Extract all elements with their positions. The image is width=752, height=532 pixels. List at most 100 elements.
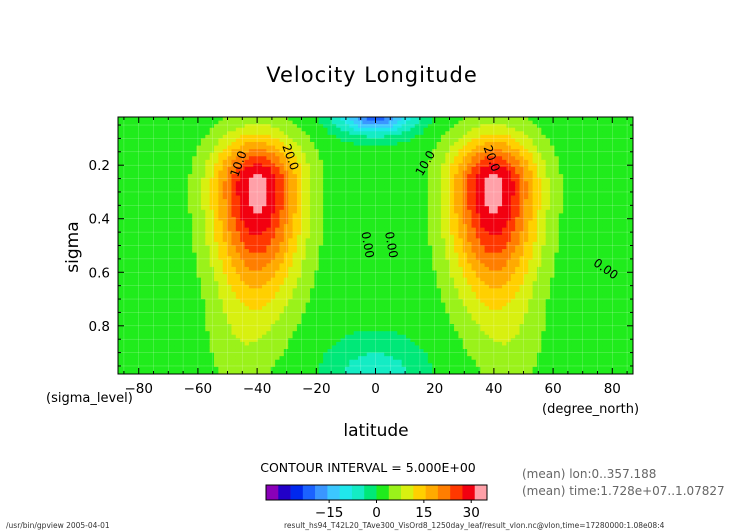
field-cell: [183, 177, 189, 182]
field-cell: [296, 145, 302, 150]
field-cell: [122, 195, 128, 200]
field-cell: [270, 202, 276, 207]
field-cell: [401, 256, 407, 261]
field-cell: [310, 306, 315, 311]
field-cell: [179, 220, 185, 225]
field-cell: [257, 313, 263, 318]
field-cell: [353, 227, 359, 232]
field-cell: [362, 131, 368, 136]
field-cell: [410, 227, 416, 232]
field-cell: [240, 199, 246, 204]
field-cell: [270, 216, 276, 222]
field-cell: [292, 149, 298, 154]
field-cell: [126, 238, 132, 243]
field-cell: [310, 281, 315, 286]
field-cell: [214, 281, 219, 286]
field-cell: [257, 320, 263, 325]
field-cell: [288, 313, 294, 318]
field-cell: [227, 149, 233, 154]
field-cell: [200, 141, 206, 147]
field-cell: [336, 131, 342, 136]
field-cell: [183, 227, 189, 232]
field-cell: [205, 245, 211, 250]
field-cell: [296, 302, 302, 307]
field-cell: [222, 349, 228, 354]
field-cell: [401, 349, 407, 354]
field-cell: [270, 138, 276, 143]
field-cell: [196, 224, 202, 229]
field-cell: [192, 124, 198, 129]
field-cell: [161, 216, 167, 222]
field-cell: [122, 370, 128, 374]
field-cell: [375, 331, 381, 336]
field-cell: [419, 134, 425, 140]
field-cell: [235, 174, 241, 179]
field-cell: [174, 220, 180, 225]
field-cell: [406, 149, 412, 154]
field-cell: [209, 166, 215, 172]
field-cell: [248, 306, 254, 311]
field-cell: [262, 159, 267, 164]
field-cell: [392, 274, 398, 279]
field-cell: [323, 370, 329, 374]
field-cell: [170, 127, 176, 132]
field-cell: [388, 166, 394, 172]
field-cell: [358, 181, 363, 186]
field-cell: [401, 263, 407, 268]
field-cell: [152, 163, 158, 168]
field-cell: [358, 124, 363, 129]
field-cell: [209, 202, 215, 207]
field-cell: [410, 299, 416, 304]
field-cell: [131, 199, 137, 204]
field-cell: [148, 370, 154, 374]
field-cell: [183, 349, 189, 354]
field-cell: [318, 163, 324, 168]
field-cell: [331, 266, 337, 272]
field-cell: [253, 120, 259, 125]
field-cell: [257, 213, 263, 218]
field-cell: [379, 216, 385, 222]
field-cell: [139, 281, 145, 286]
field-cell: [231, 313, 237, 318]
field-cell: [358, 127, 363, 132]
field-cell: [244, 134, 250, 140]
field-cell: [397, 220, 403, 225]
field-cell: [196, 245, 202, 250]
field-cell: [214, 195, 219, 200]
field-cell: [318, 216, 324, 222]
field-cell: [362, 341, 368, 347]
field-cell: [192, 295, 198, 300]
field-cell: [406, 141, 412, 147]
field-cell: [244, 288, 250, 293]
field-cell: [301, 134, 307, 140]
field-cell: [139, 141, 145, 147]
field-cell: [392, 181, 398, 186]
field-cell: [323, 270, 329, 275]
field-cell: [275, 188, 281, 193]
field-cell: [314, 338, 320, 343]
field-cell: [414, 120, 420, 125]
field-cell: [227, 188, 233, 193]
field-cell: [327, 291, 333, 297]
field-cell: [257, 356, 263, 361]
field-cell: [379, 199, 385, 204]
field-cell: [131, 266, 137, 272]
field-cell: [118, 206, 123, 211]
field-cell: [187, 149, 193, 154]
field-cell: [310, 266, 315, 272]
field-cell: [344, 181, 350, 186]
field-cell: [148, 288, 154, 293]
field-cell: [257, 120, 263, 125]
field-cell: [375, 266, 381, 272]
field-cell: [187, 245, 193, 250]
field-cell: [401, 159, 407, 164]
field-cell: [253, 220, 259, 225]
field-cell: [214, 277, 219, 282]
field-cell: [305, 356, 311, 361]
field-cell: [179, 224, 185, 229]
field-cell: [283, 249, 289, 254]
field-cell: [379, 238, 385, 243]
field-cell: [135, 266, 141, 272]
field-cell: [366, 152, 372, 157]
field-cell: [174, 349, 180, 354]
